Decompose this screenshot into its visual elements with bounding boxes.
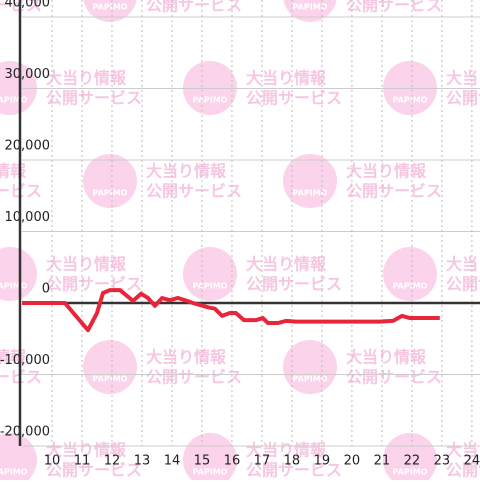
watermark-text: 公開サービス — [246, 89, 342, 108]
watermark-text: 大当り情報 — [246, 69, 327, 88]
y-tick-label: 20,000 — [5, 139, 51, 154]
grid — [22, 0, 480, 447]
watermark-logo-text: PAPIMO — [393, 468, 428, 477]
watermark-text: 大当り情報 — [46, 441, 127, 460]
watermark-text: 大当り情報 — [0, 162, 27, 181]
watermark-logo — [283, 340, 337, 394]
watermark-logo-text: PAPIMO — [93, 189, 128, 198]
x-tick-label: 22 — [404, 454, 421, 469]
x-tick-label: 24 — [464, 454, 480, 469]
watermark-text: 公開サービス — [446, 461, 480, 480]
watermark-logo-text: PAPIMO — [0, 96, 28, 105]
x-tick-label: 23 — [434, 454, 451, 469]
watermark-text: 大当り情報 — [446, 69, 480, 88]
x-tick-label: 13 — [134, 454, 151, 469]
watermark-logo-text: PAPIMO — [193, 96, 228, 105]
watermark-text: 公開サービス — [346, 368, 442, 387]
x-tick-label: 20 — [344, 454, 361, 469]
watermark-logo-text: PAPIMO — [293, 189, 328, 198]
y-tick-label: -20,000 — [0, 425, 50, 440]
watermark-text: 公開サービス — [446, 275, 480, 294]
watermark-text: 大当り情報 — [446, 255, 480, 274]
plot: -20,000 -10,000 0 10,000 20,000 30,000 40,000 1… — [0, 0, 480, 469]
watermark-logo-text: PAPIMO — [293, 375, 328, 384]
watermark-text: 大当り情報 — [146, 348, 227, 367]
watermark-logo — [0, 61, 37, 115]
x-tick-label: 21 — [374, 454, 391, 469]
x-tick-label: 14 — [164, 454, 181, 469]
watermark-logo — [183, 247, 237, 301]
watermark-text: 大当り情報 — [46, 69, 127, 88]
x-tick-label: 16 — [224, 454, 241, 469]
watermark-text: 公開サービス — [46, 89, 142, 108]
watermark-text: 公開サービス — [46, 275, 142, 294]
y-tick-label: 40,000 — [5, 0, 51, 11]
watermark-text: 公開サービス — [246, 275, 342, 294]
watermark-text: 大当り情報 — [146, 162, 227, 181]
watermark-text: 大当り情報 — [346, 348, 427, 367]
watermark-logo-text: PAPIMO — [0, 282, 28, 291]
watermark-logo — [0, 247, 37, 301]
y-tick-label: 10,000 — [5, 210, 51, 225]
watermark-text: 大当り情報 — [246, 255, 327, 274]
watermark-text: 公開サービス — [246, 461, 342, 480]
watermark-text: 大当り情報 — [246, 441, 327, 460]
watermark-text: 公開サービス — [446, 89, 480, 108]
y-tick-label: 30,000 — [5, 67, 51, 82]
watermark-logo-text: PAPIMO — [93, 3, 128, 12]
data-line — [22, 288, 440, 333]
watermark-logo — [283, 154, 337, 208]
watermark-logo — [83, 154, 137, 208]
x-tick-label: 17 — [254, 454, 271, 469]
watermark-text: 大当り情報 — [346, 162, 427, 181]
watermark-text: 公開サービス — [46, 461, 142, 480]
watermark-logo-text: PAPIMO — [393, 96, 428, 105]
watermark-logo-text: PAPIMO — [0, 468, 28, 477]
watermark-text: 大当り情報 — [46, 255, 127, 274]
watermark-logo-text: PAPIMO — [93, 375, 128, 384]
x-tick-label: 19 — [314, 454, 331, 469]
watermark-logo-text: PAPIMO — [193, 282, 228, 291]
watermark-text: 公開サービス — [146, 368, 242, 387]
watermark-text: 公開サービス — [146, 182, 242, 201]
x-tick-label: 11 — [74, 454, 91, 469]
x-tick-label: 18 — [284, 454, 301, 469]
watermark-logo — [83, 0, 137, 22]
watermark-text: 公開サービス — [346, 182, 442, 201]
watermark-text: 公開サービス — [146, 0, 242, 15]
x-tick-label: 15 — [194, 454, 211, 469]
y-tick-label: -10,000 — [0, 353, 50, 368]
x-tick-label: 12 — [104, 454, 121, 469]
watermark-logo-text: PAPIMO — [193, 468, 228, 477]
watermark-logo-text: PAPIMO — [393, 282, 428, 291]
watermark-text: 公開サービス — [346, 0, 442, 15]
watermark-logo — [383, 247, 437, 301]
watermark-logo-text: PAPIMO — [293, 3, 328, 12]
watermark-logo — [283, 0, 337, 22]
y-tick-label: 0 — [42, 282, 50, 297]
watermark-logo — [83, 340, 137, 394]
x-tick-label: 10 — [44, 454, 61, 469]
